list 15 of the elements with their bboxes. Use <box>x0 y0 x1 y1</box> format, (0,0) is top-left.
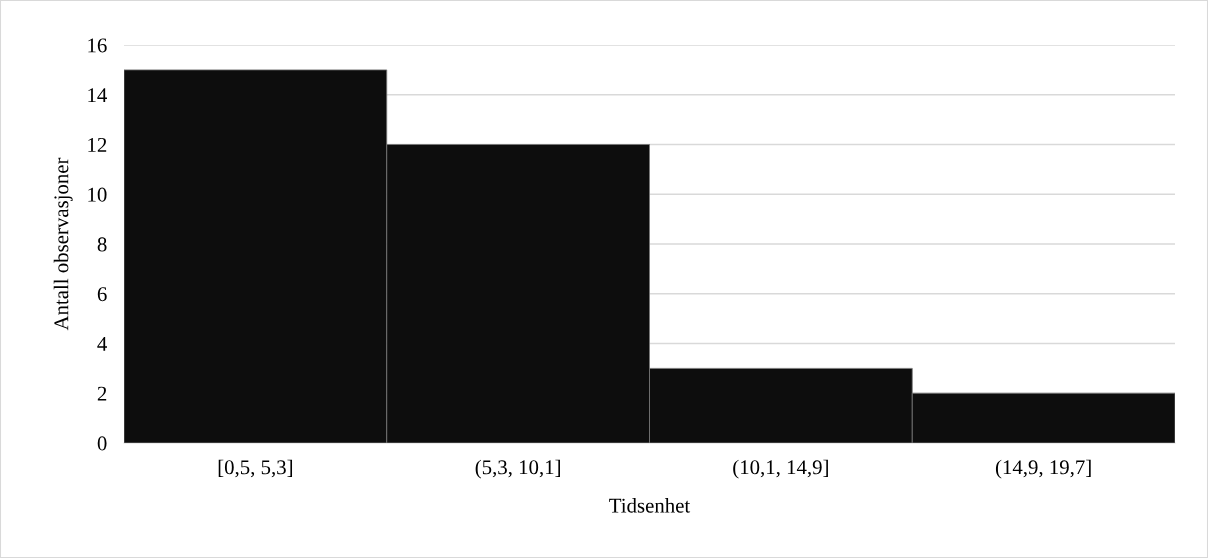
x-tick-label: (5,3, 10,1] <box>475 459 560 479</box>
y-tick-label: 0 <box>97 436 107 451</box>
y-tick-label: 4 <box>97 337 108 351</box>
y-tick-label: 12 <box>88 137 107 152</box>
y-tick-label: 10 <box>88 187 107 202</box>
y-tick-label: 8 <box>97 237 107 252</box>
x-tick-label: (14,9, 19,7] <box>995 459 1091 479</box>
x-tick-label: (10,1, 14,9] <box>733 459 828 479</box>
y-tick-label: 2 <box>97 386 107 401</box>
y-tick-label: 16 <box>88 38 107 53</box>
y-tick-label: 14 <box>88 88 108 102</box>
y-tick-label: 6 <box>97 287 107 302</box>
y-axis-title: Antall observasjoner <box>53 157 73 331</box>
x-tick-label: [0,5, 5,3] <box>218 459 293 478</box>
x-axis-title: Tidsenhet <box>609 498 691 513</box>
